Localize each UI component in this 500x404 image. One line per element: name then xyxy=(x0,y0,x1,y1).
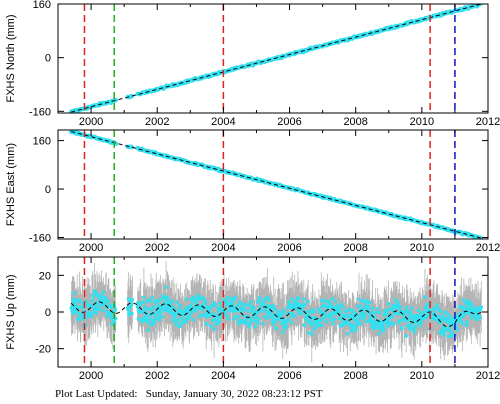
x-tick-label-east: 2002 xyxy=(145,242,169,254)
plot-area-north xyxy=(68,4,484,113)
y-tick-label-up: 20 xyxy=(39,270,51,282)
x-tick-label-east: 2000 xyxy=(79,242,103,254)
plot-area-east xyxy=(68,130,484,239)
y-axis-label-up: FXHS Up (mm) xyxy=(5,274,17,349)
footer-timestamp: Sunday, January 30, 2022 08:23:12 PST xyxy=(145,388,323,400)
x-tick-label-north: 2006 xyxy=(277,116,301,128)
x-tick-label-east: 2008 xyxy=(343,242,367,254)
x-tick-label-east: 2012 xyxy=(476,242,500,254)
x-tick-label-up: 2000 xyxy=(79,370,103,382)
y-tick-label-north: 0 xyxy=(45,53,51,65)
y-axis-label-north: FXHS North (mm) xyxy=(5,15,17,103)
x-tick-label-north: 2008 xyxy=(343,116,367,128)
x-tick-label-east: 2010 xyxy=(410,242,434,254)
x-tick-label-up: 2010 xyxy=(410,370,434,382)
plot-updated-footer: Plot Last Updated: Sunday, January 30, 2… xyxy=(55,388,323,400)
y-tick-label-north: 160 xyxy=(33,0,51,11)
x-tick-label-east: 2004 xyxy=(211,242,235,254)
x-tick-label-up: 2006 xyxy=(277,370,301,382)
panel-frame-north xyxy=(57,3,489,114)
x-tick-label-north: 2010 xyxy=(410,116,434,128)
y-tick-label-east: 160 xyxy=(33,136,51,148)
x-tick-label-up: 2012 xyxy=(476,370,500,382)
x-tick-label-east: 2006 xyxy=(277,242,301,254)
footer-label: Plot Last Updated: xyxy=(55,388,138,400)
model-line-north xyxy=(71,4,482,113)
model-line-east xyxy=(71,131,482,239)
x-tick-label-up: 2004 xyxy=(211,370,235,382)
data-points-up xyxy=(69,285,484,339)
panel-east: 2000 2002 2004 2006 2008 2010 2012 -160 0 160 FXHS… xyxy=(5,129,500,254)
panel-frame-east xyxy=(57,129,489,240)
model-line-up xyxy=(70,301,482,328)
x-tick-label-north: 2012 xyxy=(476,116,500,128)
x-tick-label-north: 2004 xyxy=(211,116,235,128)
y-tick-label-north: -160 xyxy=(29,106,51,118)
data-points-north xyxy=(68,4,484,113)
y-tick-label-east: 0 xyxy=(45,184,51,196)
plot-area-up xyxy=(69,261,484,363)
y-axis-label-east: FXHS East (mm) xyxy=(5,143,17,226)
x-tick-label-north: 2000 xyxy=(79,116,103,128)
y-tick-label-up: -20 xyxy=(35,344,51,356)
panel-north: 2000 2002 2004 2006 2008 2010 2012 -160 0 160 FXHS… xyxy=(5,0,500,128)
y-tick-label-east: -160 xyxy=(29,232,51,244)
panel-up: 2000 2002 2004 2006 2008 2010 2012 -20 0 20 FXHS U… xyxy=(5,256,500,382)
y-tick-label-up: 0 xyxy=(45,307,51,319)
x-tick-label-north: 2002 xyxy=(145,116,169,128)
x-tick-label-up: 2008 xyxy=(343,370,367,382)
x-tick-label-up: 2002 xyxy=(145,370,169,382)
error-bars-up xyxy=(70,261,482,363)
